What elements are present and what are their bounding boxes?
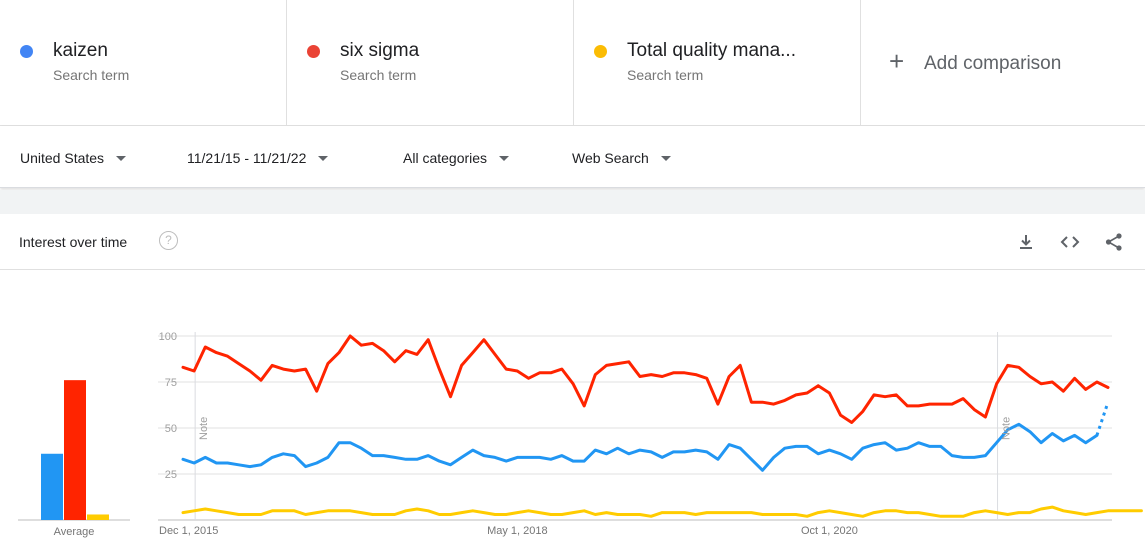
category-value: All categories <box>403 150 488 166</box>
search-type-value: Web Search <box>572 150 649 166</box>
note-label[interactable]: Note <box>1001 417 1013 440</box>
average-label: Average <box>54 526 95 538</box>
embed-code-icon[interactable] <box>1060 232 1080 252</box>
term-type: Search term <box>340 67 417 83</box>
chart-grid <box>158 332 1112 521</box>
y-tick-label: 25 <box>165 469 177 481</box>
average-bar-kaizen[interactable] <box>41 453 63 520</box>
download-icon[interactable] <box>1016 232 1036 252</box>
caret-down-icon <box>660 155 671 161</box>
average-bar-six-sigma[interactable] <box>64 380 86 520</box>
category-dropdown[interactable]: All categories <box>403 150 510 166</box>
search-type-dropdown[interactable]: Web Search <box>572 150 671 166</box>
region-value: United States <box>20 150 105 166</box>
interest-over-time-chart: Average 100 75 50 25 Note Note Dec 1, 2015 May … <box>18 331 1143 538</box>
date-range-value: 11/21/15 - 11/21/22 <box>187 150 307 166</box>
add-comparison-label: Add comparison <box>924 53 1062 74</box>
chart-series <box>181 334 1143 518</box>
term-type: Search term <box>53 67 130 83</box>
x-tick-label: Oct 1, 2020 <box>801 525 858 537</box>
y-tick-label: 50 <box>165 423 177 435</box>
card-header: Interest over time <box>0 214 1145 270</box>
term-card-kaizen[interactable]: kaizen Search term <box>0 0 287 126</box>
card-title: Interest over time <box>19 234 128 250</box>
section-divider <box>0 190 1145 214</box>
series-line-total-quality-mana-[interactable] <box>181 505 1143 518</box>
y-tick-label: 75 <box>165 377 177 389</box>
term-type: Search term <box>627 67 704 83</box>
caret-down-icon <box>116 155 127 161</box>
y-tick-label: 100 <box>159 331 177 343</box>
series-projection-line <box>1095 401 1110 436</box>
x-tick-label: Dec 1, 2015 <box>159 525 218 537</box>
help-icon[interactable]: ? <box>159 231 178 250</box>
average-bars: Average <box>18 380 130 538</box>
term-color-dot <box>20 45 33 58</box>
term-card-six-sigma[interactable]: six sigma Search term <box>287 0 574 126</box>
add-comparison-button[interactable]: + Add comparison <box>861 0 1145 125</box>
date-range-dropdown[interactable]: 11/21/15 - 11/21/22 <box>187 150 329 166</box>
term-color-dot <box>594 45 607 58</box>
plus-icon: + <box>889 46 905 76</box>
x-tick-label: May 1, 2018 <box>487 525 548 537</box>
region-dropdown[interactable]: United States <box>20 150 127 166</box>
term-name: kaizen <box>53 40 108 61</box>
series-line-kaizen[interactable] <box>181 422 1099 472</box>
caret-down-icon <box>499 155 510 161</box>
comparison-bar: kaizen Search term six sigma Search term… <box>0 0 1145 126</box>
term-color-dot <box>307 45 320 58</box>
average-bar-total-quality-mana-[interactable] <box>87 514 109 520</box>
term-name: Total quality mana... <box>627 40 796 61</box>
caret-down-icon <box>318 155 329 161</box>
term-card-total-quality[interactable]: Total quality mana... Search term <box>574 0 861 126</box>
filter-bar: United States 11/21/15 - 11/21/22 All ca… <box>0 126 1145 188</box>
series-line-six-sigma[interactable] <box>181 334 1110 424</box>
share-icon[interactable] <box>1104 232 1124 252</box>
term-name: six sigma <box>340 40 420 61</box>
chart-labels: 100 75 50 25 Note Note Dec 1, 2015 May 1, 2018 O… <box>159 331 1013 537</box>
note-label[interactable]: Note <box>198 417 210 440</box>
